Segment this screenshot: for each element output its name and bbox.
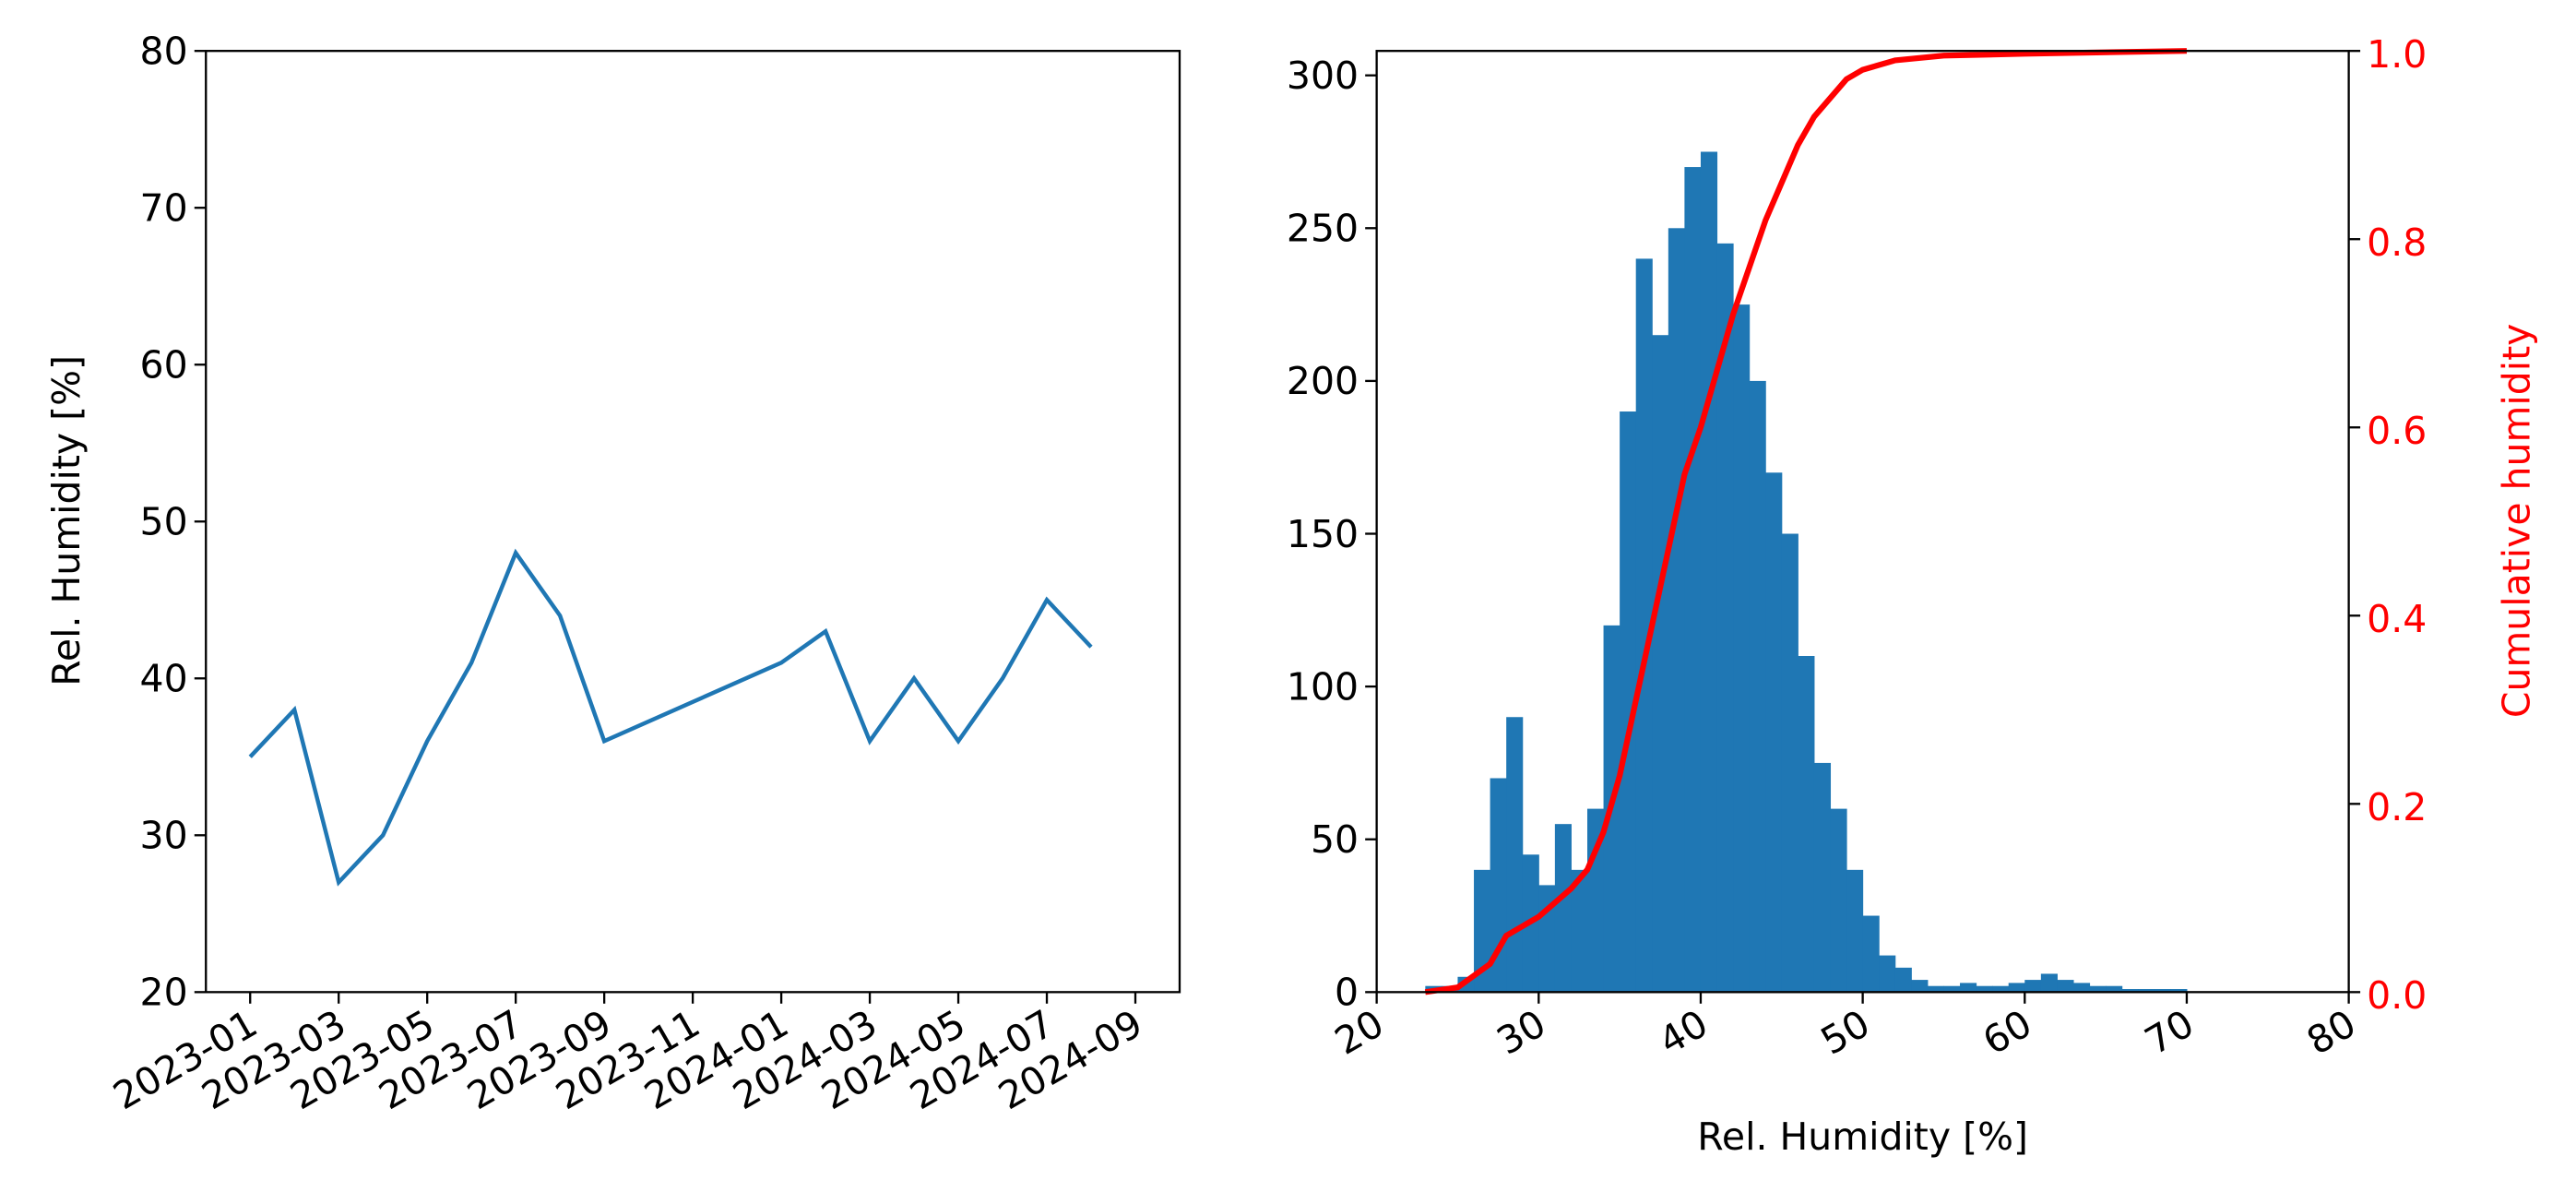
x-tick-label: 50 xyxy=(1813,1001,1877,1064)
histogram-bar xyxy=(1506,717,1524,993)
y-tick-label: 70 xyxy=(140,185,188,230)
y-axis-label: Rel. Humidity [%] xyxy=(44,355,89,686)
histogram-bar xyxy=(2008,983,2025,993)
x-tick-label: 60 xyxy=(1976,1001,2039,1064)
y-tick-label: 80 xyxy=(140,29,188,73)
histogram-bar xyxy=(1635,258,1653,993)
y-tick-label: 20 xyxy=(140,971,188,1015)
histogram-bar xyxy=(2154,989,2171,993)
y-tick-label: 100 xyxy=(1287,664,1359,709)
histogram-bar xyxy=(1571,869,1588,993)
histogram-bar xyxy=(1781,533,1798,993)
x-tick-label: 30 xyxy=(1490,1001,1553,1064)
y-tick-label: 0 xyxy=(1335,971,1359,1015)
histogram-bar xyxy=(1684,167,1702,993)
x-axis-label: Rel. Humidity [%] xyxy=(1697,1115,2028,1159)
histogram-bar xyxy=(2170,989,2188,993)
histogram-bar xyxy=(1976,985,1993,993)
histogram-bar xyxy=(1554,824,1572,993)
histogram-bar xyxy=(1749,380,1766,993)
histogram-bar xyxy=(1992,985,2010,993)
histogram-bar xyxy=(1879,955,1896,993)
y2-tick-label: 0.0 xyxy=(2367,973,2427,1018)
axes-frame xyxy=(1375,50,2350,994)
cumulative-line xyxy=(1424,48,2187,995)
histogram-bar xyxy=(1700,151,1718,993)
histogram-bar xyxy=(2121,989,2139,993)
histogram-bar xyxy=(2040,973,2058,993)
histogram-bar xyxy=(2106,985,2123,993)
histogram-bar xyxy=(1716,243,1734,993)
y-tick-label: 50 xyxy=(140,500,188,544)
y-tick-label: 60 xyxy=(140,342,188,387)
histogram-bar xyxy=(1927,985,1944,993)
histogram-bar xyxy=(1846,869,1864,993)
histogram-bar xyxy=(1474,869,1491,993)
histogram-bar xyxy=(2089,985,2107,993)
histogram-bar xyxy=(1620,411,1637,993)
x-tick-label: 70 xyxy=(2138,1001,2202,1064)
y-tick-label: 150 xyxy=(1287,512,1359,556)
y-tick-label: 30 xyxy=(140,814,188,858)
humidity-line xyxy=(248,548,1093,887)
histogram-bar xyxy=(2072,983,2091,993)
histogram-bar xyxy=(2057,980,2074,993)
histogram-bar xyxy=(1668,228,1685,993)
x-tick-label: 80 xyxy=(2299,1001,2363,1064)
histogram-bar xyxy=(1862,915,1880,993)
y-tick-label: 40 xyxy=(140,657,188,701)
histogram-bar xyxy=(2138,989,2155,993)
y2-tick-label: 0.8 xyxy=(2367,221,2427,265)
y-tick-label: 200 xyxy=(1287,359,1359,403)
y-tick-label: 50 xyxy=(1311,817,1359,862)
y2-tick-label: 1.0 xyxy=(2367,32,2427,77)
histogram-bar xyxy=(1943,985,1961,993)
histogram-bar xyxy=(1652,335,1669,993)
y-tick-label: 250 xyxy=(1287,207,1359,251)
histogram-bar xyxy=(1960,983,1977,993)
x-tick-label: 40 xyxy=(1652,1001,1715,1064)
histogram-bar xyxy=(1765,472,1783,993)
histogram-bar xyxy=(1894,967,1912,993)
histogram-bar xyxy=(1830,808,1847,993)
y2-tick-label: 0.4 xyxy=(2367,597,2427,641)
y2-axis-label: Cumulative humidity xyxy=(2494,324,2538,718)
y2-tick-label: 0.6 xyxy=(2367,409,2427,453)
histogram-bar xyxy=(2024,980,2042,993)
y-tick-label: 300 xyxy=(1287,54,1359,98)
histogram-bar xyxy=(1911,980,1929,993)
histogram-bar xyxy=(1733,304,1751,993)
histogram-bar xyxy=(1813,762,1832,993)
y2-tick-label: 0.2 xyxy=(2367,785,2427,829)
axes-frame xyxy=(205,50,1181,994)
histogram-bar xyxy=(1798,655,1815,993)
